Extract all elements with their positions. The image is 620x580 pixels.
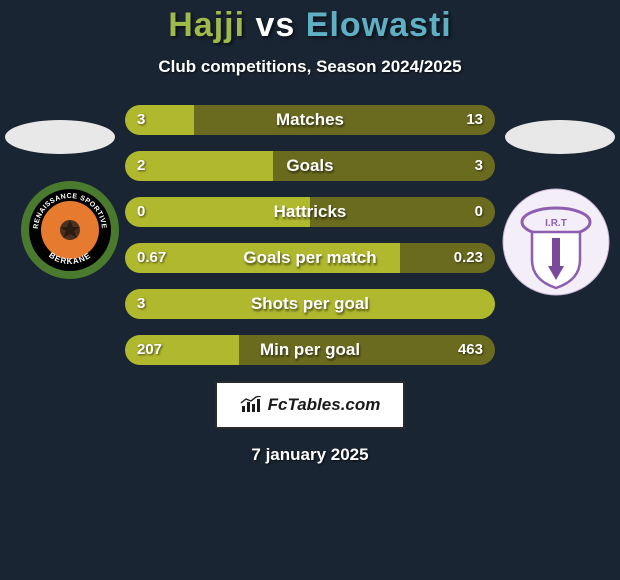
stat-label: Matches — [125, 105, 495, 135]
footer-site-text: FcTables.com — [268, 395, 381, 415]
stat-value-right: 463 — [458, 335, 483, 365]
stat-row: Matches3 13 — [125, 105, 495, 135]
stat-row: Hattricks0 0 — [125, 197, 495, 227]
stat-value-right: 13 — [466, 105, 483, 135]
stat-value-left: 2 — [137, 151, 145, 181]
stat-value-left: 3 — [137, 289, 145, 319]
stats-bars: Matches313Goals23Hattricks00Goals per ma… — [125, 105, 495, 365]
stat-label: Min per goal — [125, 335, 495, 365]
stat-row: Goals2 3 — [125, 151, 495, 181]
page-title: Hajji vs Elowasti — [0, 6, 620, 45]
stat-label: Hattricks — [125, 197, 495, 227]
stat-value-right: 3 — [475, 151, 483, 181]
svg-text:I.R.T: I.R.T — [545, 218, 567, 229]
team2-badge: I.R.T — [502, 188, 610, 296]
chart-icon — [240, 396, 262, 414]
player2-name: Elowasti — [306, 6, 452, 44]
stat-value-right: 0 — [475, 197, 483, 227]
stat-value-left: 3 — [137, 105, 145, 135]
stat-value-right: 0.23 — [454, 243, 483, 273]
stat-row: Shots per goal3 — [125, 289, 495, 319]
stat-label: Shots per goal — [125, 289, 495, 319]
vs-text: vs — [256, 6, 296, 44]
stat-label: Goals per match — [125, 243, 495, 273]
player1-name: Hajji — [168, 6, 245, 44]
stat-value-left: 207 — [137, 335, 162, 365]
player2-silhouette — [505, 120, 615, 154]
stat-row: Min per goal207 463 — [125, 335, 495, 365]
footer-site-badge: FcTables.com — [215, 381, 405, 429]
footer-date: 7 january 2025 — [0, 445, 620, 465]
stat-value-left: 0.67 — [137, 243, 166, 273]
stat-row: Goals per match0.67 0.23 — [125, 243, 495, 273]
player1-silhouette — [5, 120, 115, 154]
stat-value-left: 0 — [137, 197, 145, 227]
subtitle: Club competitions, Season 2024/2025 — [0, 57, 620, 77]
stat-label: Goals — [125, 151, 495, 181]
team1-badge: RENAISSANCE SPORTIVE BERKANE — [20, 180, 120, 280]
